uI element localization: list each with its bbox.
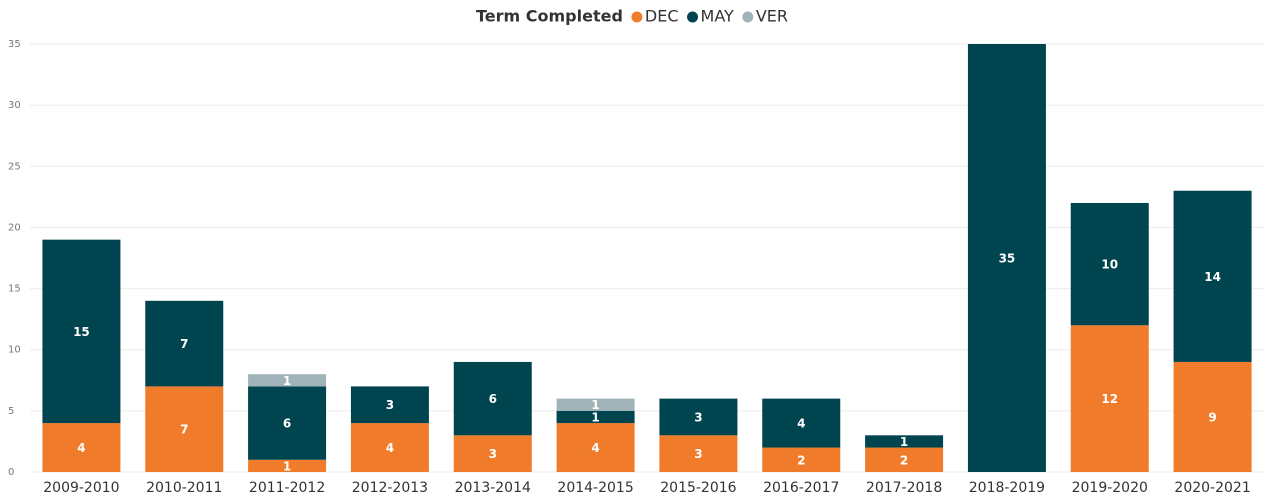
x-tick-label: 2018-2019: [969, 480, 1045, 496]
bar-segment: [1173, 361, 1252, 472]
legend-label: MAY: [701, 7, 735, 26]
y-tick-label: 15: [8, 284, 21, 295]
data-label: 1: [283, 374, 291, 388]
data-label: 3: [694, 447, 702, 461]
data-label: 7: [180, 337, 188, 351]
legend-marker: [742, 11, 754, 23]
data-label: 6: [489, 392, 497, 406]
bar-segment: [1070, 202, 1149, 326]
bar-segment: [350, 423, 429, 472]
bar-segment: [42, 239, 121, 424]
x-tick-label: 2013-2014: [455, 480, 531, 496]
data-label: 3: [489, 447, 497, 461]
bar-segment: [350, 386, 429, 424]
x-tick-label: 2012-2013: [352, 480, 428, 496]
y-tick-label: 30: [8, 100, 21, 111]
bar-segment: [145, 300, 224, 387]
x-tick-label: 2011-2012: [249, 480, 325, 496]
y-tick-label: 25: [8, 161, 21, 172]
bar-segment: [248, 459, 327, 472]
y-tick-label: 10: [8, 345, 21, 356]
bar-segment: [865, 435, 944, 448]
legend-marker: [631, 11, 643, 23]
x-tick-label: 2019-2020: [1072, 480, 1148, 496]
data-label: 1: [283, 459, 291, 473]
data-label: 1: [591, 398, 599, 412]
legend-title: Term Completed: [476, 7, 623, 26]
x-tick-label: 2015-2016: [660, 480, 736, 496]
legend-label: VER: [756, 7, 788, 26]
y-tick-label: 0: [8, 467, 14, 478]
data-label: 4: [386, 441, 394, 455]
bar-segment: [967, 44, 1046, 472]
data-label: 2: [797, 453, 805, 467]
data-label: 4: [77, 441, 85, 455]
bar-segment: [1173, 190, 1252, 362]
data-label: 15: [73, 325, 90, 339]
bar-segment: [762, 447, 841, 472]
data-label: 3: [386, 398, 394, 412]
bar-segment: [248, 374, 327, 387]
data-label: 2: [900, 453, 908, 467]
bar-segment: [659, 435, 738, 472]
x-tick-label: 2014-2015: [557, 480, 633, 496]
x-tick-label: 2017-2018: [866, 480, 942, 496]
bar-segment: [248, 386, 327, 460]
data-label: 1: [900, 435, 908, 449]
bar-segment: [42, 423, 121, 472]
bar-segment: [453, 361, 532, 436]
data-label: 35: [999, 252, 1016, 266]
bar-segment: [453, 435, 532, 472]
bar-segment: [659, 398, 738, 436]
data-label: 12: [1101, 392, 1118, 406]
data-label: 4: [591, 441, 599, 455]
bar-segment: [556, 398, 635, 411]
data-label: 3: [694, 410, 702, 424]
bar-segment: [1070, 325, 1149, 472]
bar-segment: [556, 410, 635, 424]
bar-segment: [556, 423, 635, 472]
data-label: 4: [797, 417, 805, 431]
data-label: 14: [1204, 270, 1221, 284]
x-tick-label: 2009-2010: [43, 480, 119, 496]
data-label: 1: [591, 410, 599, 424]
data-label: 7: [180, 423, 188, 437]
y-tick-label: 35: [8, 39, 21, 50]
bar-segment: [762, 398, 841, 448]
x-tick-label: 2010-2011: [146, 480, 222, 496]
x-tick-label: 2016-2017: [763, 480, 839, 496]
data-label: 6: [283, 417, 291, 431]
y-tick-label: 5: [8, 406, 14, 417]
x-tick-label: 2020-2021: [1174, 480, 1250, 496]
legend-label: DEC: [645, 7, 679, 26]
y-tick-label: 20: [8, 222, 21, 233]
data-label: 10: [1101, 258, 1118, 272]
legend-marker: [687, 11, 699, 23]
bar-segment: [145, 386, 224, 472]
data-label: 9: [1208, 410, 1216, 424]
bar-segment: [865, 447, 944, 472]
